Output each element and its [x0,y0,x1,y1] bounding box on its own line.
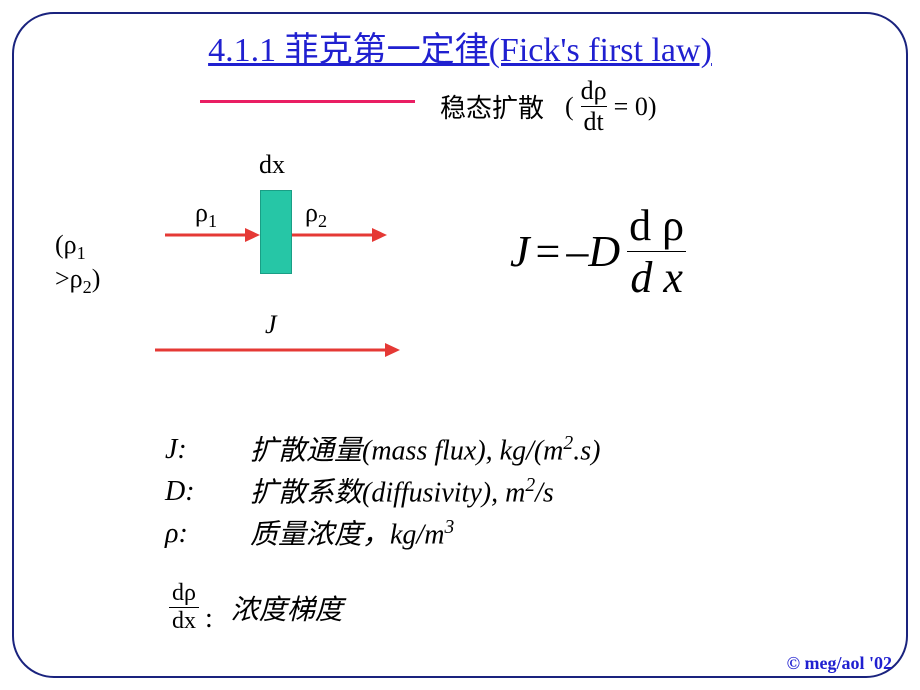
def-J-desc: 扩散通量(mass flux), kg/(m2.s) [250,430,600,472]
arrow-right [292,225,387,245]
diffusion-diagram: dx ρ1 ρ2 (ρ1 >ρ2) J [55,150,455,380]
steady-state-equation: ( dρ dt = 0) [565,76,656,137]
slab-icon [260,190,292,274]
eq-J: J [510,226,530,277]
ficks-law-equation: J = – D d ρ d x [510,200,691,303]
arrow-J [155,340,400,360]
horizontal-rule-pink [200,100,415,103]
denominator: dx [169,607,199,635]
eq-equals: = [536,226,561,277]
denominator: d x [627,251,686,303]
eq-D: D [588,226,620,277]
numerator: dρ [169,580,199,607]
eq-minus: – [566,226,588,277]
def-J-symbol: J: [165,430,250,472]
dx-label: dx [259,150,285,180]
numerator: dρ [578,76,610,106]
def-rho: ρ: 质量浓度，kg/m3 [165,514,600,556]
numerator: d ρ [626,200,687,251]
equals-zero: = 0) [614,92,657,122]
condition-label: (ρ1 >ρ2) [55,230,100,298]
copyright-label: © meg/aol '02 [787,653,892,674]
def-J: J: 扩散通量(mass flux), kg/(m2.s) [165,430,600,472]
def-D-desc: 扩散系数(diffusivity), m2/s [250,472,554,514]
colon: : [205,603,213,635]
paren-open: ( [565,92,574,122]
fraction-drho-dx: d ρ d x [626,200,687,303]
def-gradient: dρ dx : 浓度梯度 [165,580,343,635]
denominator: dt [581,106,607,137]
J-label: J [265,310,277,340]
def-rho-desc: 质量浓度，kg/m3 [250,514,454,556]
fraction-drho-dt: dρ dt [578,76,610,137]
def-D: D: 扩散系数(diffusivity), m2/s [165,472,600,514]
fraction-gradient: dρ dx [169,580,199,635]
def-rho-symbol: ρ: [165,514,250,556]
slide-title: 4.1.1 菲克第一定律(Fick's first law) [0,22,920,71]
steady-state-label: 稳态扩散 [440,88,544,125]
arrow-left [165,225,260,245]
gradient-desc: 浓度梯度 [231,588,343,628]
def-D-symbol: D: [165,472,250,514]
definitions-list: J: 扩散通量(mass flux), kg/(m2.s) D: 扩散系数(di… [165,430,600,556]
